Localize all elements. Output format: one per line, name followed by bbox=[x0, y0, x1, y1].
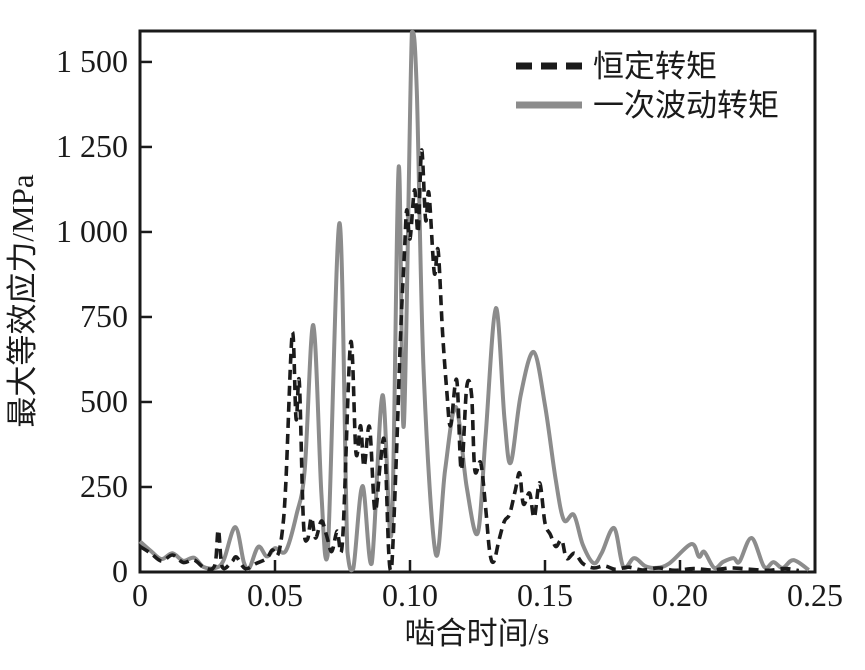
legend-label-fluctuating-torque: 一次波动转矩 bbox=[593, 88, 779, 123]
x-tick-label: 0.10 bbox=[382, 577, 438, 613]
x-tick-label: 0 bbox=[132, 577, 148, 613]
legend-item-constant-torque: 恒定转矩 bbox=[516, 49, 717, 84]
x-tick-label: 0.05 bbox=[247, 577, 303, 613]
plot-curves bbox=[138, 29, 810, 573]
y-tick-label: 1 000 bbox=[56, 213, 128, 249]
y-axis-ticks: 0 250 500 750 1 000 1 250 1 500 bbox=[56, 43, 152, 589]
plot-border bbox=[138, 29, 817, 574]
y-tick-label: 500 bbox=[80, 383, 128, 419]
legend: 恒定转矩 一次波动转矩 bbox=[516, 49, 779, 123]
y-tick-label: 1 250 bbox=[56, 128, 128, 164]
x-axis-ticks: 0 0.05 0.10 0.15 0.20 0.25 bbox=[132, 560, 843, 613]
legend-item-fluctuating-torque: 一次波动转矩 bbox=[516, 88, 779, 123]
x-axis-title: 啮合时间/s bbox=[405, 616, 550, 651]
y-tick-label: 250 bbox=[80, 468, 128, 504]
y-tick-label: 750 bbox=[80, 298, 128, 334]
curve-constant-torque bbox=[139, 148, 800, 573]
legend-label-constant-torque: 恒定转矩 bbox=[593, 49, 717, 84]
x-tick-label: 0.20 bbox=[652, 577, 708, 613]
y-axis-title: 最大等效应力/MPa bbox=[5, 174, 40, 427]
y-tick-label: 1 500 bbox=[56, 43, 128, 79]
x-tick-label: 0.25 bbox=[787, 577, 843, 613]
y-tick-label: 0 bbox=[112, 553, 128, 589]
x-tick-label: 0.15 bbox=[517, 577, 573, 613]
